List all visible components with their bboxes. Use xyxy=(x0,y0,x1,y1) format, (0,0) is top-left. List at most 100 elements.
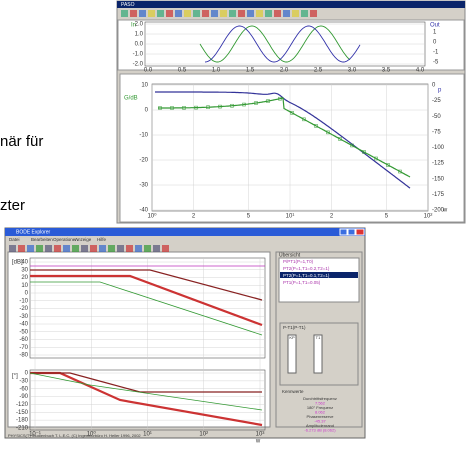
y-tick-label: -180 xyxy=(16,418,29,424)
background-text: när für xyxy=(0,133,43,150)
y-tick-label: -150 xyxy=(432,176,445,182)
y-tick-label: -100 xyxy=(432,145,445,151)
toolbar-button[interactable] xyxy=(229,10,236,17)
toolbar-button[interactable] xyxy=(157,10,164,17)
list-item: PT2(P=1,T1=0.2,T2=1) xyxy=(283,266,330,271)
window-title: BODE Explorer xyxy=(16,229,51,235)
toolbar-button[interactable] xyxy=(9,245,16,252)
toolbar-button[interactable] xyxy=(283,10,290,17)
toolbar-button[interactable] xyxy=(117,245,124,252)
y-tick-label: 1.0 xyxy=(135,32,144,38)
y-tick-label: -125 xyxy=(432,161,445,167)
x-tick-label: 0.0 xyxy=(144,68,153,74)
minimize-button[interactable] xyxy=(340,229,347,235)
toolbar-button[interactable] xyxy=(238,10,245,17)
axis-label: [°] xyxy=(12,374,18,380)
axis-label: w xyxy=(442,208,448,214)
toolbar-button[interactable] xyxy=(148,10,155,17)
slider-label: KP xyxy=(289,335,295,340)
toolbar-button[interactable] xyxy=(18,245,25,252)
y-tick-label: -50 xyxy=(19,329,28,335)
status-bar: PHYSICS(T) Studienbuch T. L.E.C. (C) Ing… xyxy=(8,433,141,438)
toolbar-button[interactable] xyxy=(99,245,106,252)
title-bar xyxy=(117,1,465,8)
slider[interactable] xyxy=(288,335,296,373)
y-tick-label: 10 xyxy=(21,283,28,289)
toolbar-button[interactable] xyxy=(54,245,61,252)
toolbar-button[interactable] xyxy=(72,245,79,252)
y-tick-label: -10 xyxy=(19,298,28,304)
toolbar-button[interactable] xyxy=(310,10,317,17)
y-tick-label: 30 xyxy=(21,267,28,273)
y-tick-label: -90 xyxy=(19,394,28,400)
y-tick-label: -120 xyxy=(16,402,29,408)
group-label: Kennwerte xyxy=(282,389,304,394)
toolbar-button[interactable] xyxy=(27,245,34,252)
y-tick-label: -60 xyxy=(19,337,28,343)
y-tick-label: -210 xyxy=(16,426,29,432)
toolbar-button[interactable] xyxy=(153,245,160,252)
plot-frame xyxy=(120,74,464,222)
y-tick-label: -1 xyxy=(433,50,439,56)
toolbar-button[interactable] xyxy=(220,10,227,17)
y-tick-label: -2.0 xyxy=(133,62,144,68)
y-tick-label: -175 xyxy=(432,192,445,198)
maximize-button[interactable] xyxy=(348,229,355,235)
y-tick-label: -25 xyxy=(432,98,441,104)
field-value: -6.273 dB (8.062) xyxy=(304,428,336,433)
axis-label: w xyxy=(255,439,261,445)
menu-item: Hilfe xyxy=(97,237,106,242)
y-tick-label: 20 xyxy=(21,275,28,281)
toolbar-button[interactable] xyxy=(81,245,88,252)
toolbar-button[interactable] xyxy=(301,10,308,17)
x-tick-label: 3.0 xyxy=(348,68,357,74)
toolbar-button[interactable] xyxy=(135,245,142,252)
toolbar-button[interactable] xyxy=(292,10,299,17)
y-tick-label: -70 xyxy=(19,345,28,351)
toolbar-button[interactable] xyxy=(144,245,151,252)
y-tick-label: 10 xyxy=(141,83,148,89)
list-item: P/PT1(P=1,T0) xyxy=(283,259,314,264)
x-tick-label: 10³ xyxy=(256,432,265,438)
toolbar-button[interactable] xyxy=(90,245,97,252)
toolbar-button[interactable] xyxy=(184,10,191,17)
panel-heading: Übersicht xyxy=(279,251,301,258)
toolbar-button[interactable] xyxy=(247,10,254,17)
toolbar-button[interactable] xyxy=(193,10,200,17)
y-tick-label: -75 xyxy=(432,129,441,135)
y-tick-label: -30 xyxy=(139,183,148,189)
toolbar-button[interactable] xyxy=(211,10,218,17)
toolbar-button[interactable] xyxy=(202,10,209,17)
toolbar-button[interactable] xyxy=(121,10,128,17)
x-tick-label: 10⁰ xyxy=(147,213,157,220)
y-tick-label: -50 xyxy=(432,114,441,120)
x-tick-label: 1.5 xyxy=(246,68,255,74)
toolbar-button[interactable] xyxy=(265,10,272,17)
group-label: P-T1(P-T1) xyxy=(283,325,306,330)
y-tick-label: -20 xyxy=(139,158,148,164)
toolbar-button[interactable] xyxy=(36,245,43,252)
toolbar-button[interactable] xyxy=(108,245,115,252)
y-tick-label: -10 xyxy=(139,133,148,139)
close-button[interactable] xyxy=(356,229,364,235)
toolbar-button[interactable] xyxy=(130,10,137,17)
y-tick-label: 2.0 xyxy=(135,22,144,28)
list-item: PT2(P=1,T1=0.1,T2=1) xyxy=(283,273,330,278)
toolbar-button[interactable] xyxy=(175,10,182,17)
toolbar-button[interactable] xyxy=(256,10,263,17)
toolbar-button[interactable] xyxy=(45,245,52,252)
slider[interactable] xyxy=(314,335,322,373)
list-item: PT1(P=1,T1=0.05) xyxy=(283,280,321,285)
y-tick-label: -40 xyxy=(19,322,28,328)
toolbar-button[interactable] xyxy=(162,245,169,252)
toolbar-button[interactable] xyxy=(126,245,133,252)
toolbar-button[interactable] xyxy=(166,10,173,17)
toolbar-button[interactable] xyxy=(274,10,281,17)
x-tick-label: 1.0 xyxy=(212,68,221,74)
toolbar-button[interactable] xyxy=(63,245,70,252)
x-tick-label: 3.5 xyxy=(382,68,391,74)
x-tick-label: 2.5 xyxy=(314,68,323,74)
x-tick-label: 10¹ xyxy=(143,432,152,438)
toolbar-button[interactable] xyxy=(139,10,146,17)
menu-item: Anzeige xyxy=(75,237,92,242)
